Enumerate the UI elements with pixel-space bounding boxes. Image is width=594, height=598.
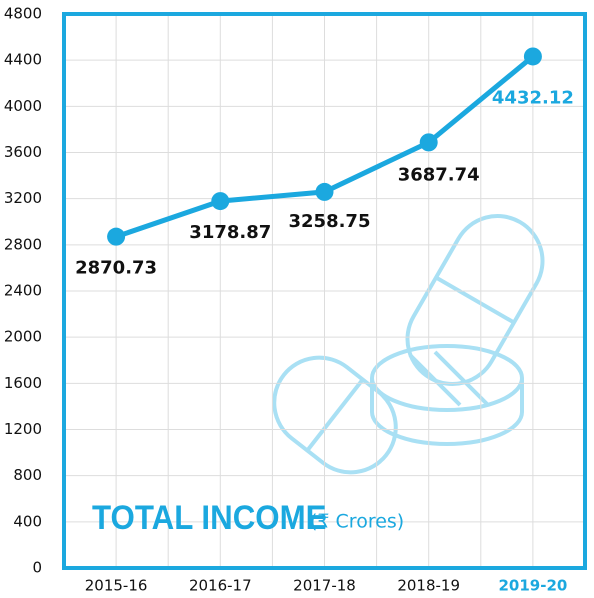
- decoration: [272, 214, 545, 475]
- y-tick-label: 2400: [4, 282, 42, 300]
- point: [107, 227, 126, 246]
- chart-title: TOTAL INCOME: [92, 498, 327, 537]
- x-tick-label: 2017-18: [293, 577, 356, 595]
- y-tick-label: 4800: [4, 5, 42, 23]
- x-tick-label: 2015-16: [85, 577, 148, 595]
- value-label: 3178.87: [189, 222, 271, 243]
- point: [211, 192, 230, 211]
- y-tick-label: 4400: [4, 51, 42, 69]
- x-tick-label: 2018-19: [397, 577, 460, 595]
- value-label: 3687.74: [398, 164, 480, 185]
- point: [419, 133, 438, 152]
- value-label: 3258.75: [289, 211, 371, 232]
- point: [315, 182, 334, 201]
- y-tick-label: 3200: [4, 189, 42, 207]
- value-label: 4432.12: [492, 87, 574, 108]
- point: [523, 47, 542, 66]
- y-tick-label: 1200: [4, 420, 42, 438]
- y-tick-label: 1600: [4, 374, 42, 392]
- x-tick-label: 2019-20: [498, 577, 567, 595]
- plot-frame: [62, 12, 587, 570]
- y-tick-label: 4000: [4, 97, 42, 115]
- value-label: 2870.73: [75, 258, 157, 279]
- y-tick-label: 2000: [4, 328, 42, 346]
- y-tick-label: 800: [13, 466, 42, 484]
- y-tick-label: 0: [32, 559, 42, 577]
- chart-subtitle: (₹ Crores): [310, 511, 404, 533]
- x-tick-label: 2016-17: [189, 577, 252, 595]
- y-tick-label: 400: [13, 512, 42, 530]
- y-tick-label: 2800: [4, 235, 42, 253]
- y-tick-label: 3600: [4, 143, 42, 161]
